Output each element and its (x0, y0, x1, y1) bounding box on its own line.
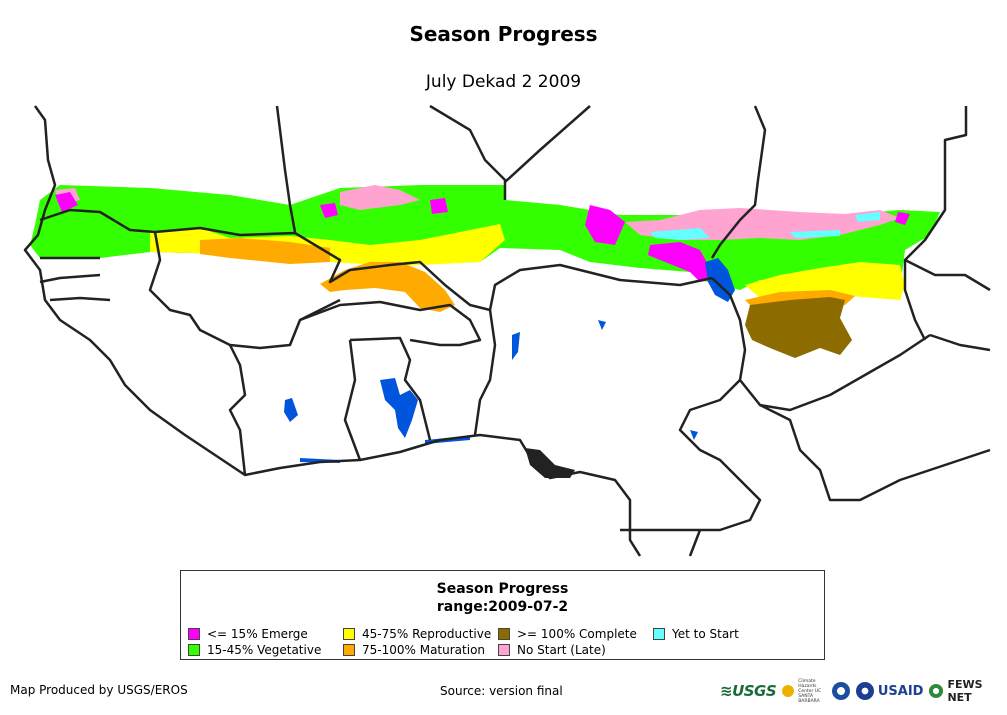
producer-credit: Map Produced by USGS/EROS (10, 683, 188, 697)
legend-item: 15-45% Vegetative (188, 642, 343, 657)
noaa-icon (831, 682, 850, 700)
legend-label: >= 100% Complete (517, 626, 637, 641)
legend-item: 75-100% Maturation (343, 642, 498, 657)
legend-swatch (343, 627, 355, 640)
region-maturation-2 (320, 262, 455, 312)
legend-label: Yet to Start (672, 626, 739, 641)
border-nigeria (473, 277, 931, 436)
border-north-2 (429, 104, 507, 200)
legend-label: 15-45% Vegetative (207, 642, 322, 657)
region-emerge-4 (895, 212, 910, 225)
legend-item: >= 100% Complete (498, 626, 653, 641)
region-complete (745, 297, 852, 358)
legend-swatch (188, 627, 200, 640)
region-reproductive-2 (745, 262, 905, 300)
usaid-logo: USAID (877, 683, 924, 699)
legend-swatch (498, 643, 510, 656)
border-central (620, 379, 991, 557)
usaid-seal-icon (855, 682, 874, 700)
legend-swatch (188, 643, 200, 656)
coastal-islands (525, 448, 575, 478)
region-reproductive-1 (150, 224, 505, 266)
border-east (904, 258, 991, 352)
border-senegal (39, 256, 111, 302)
border-north-1 (275, 105, 297, 233)
legend-label: 75-100% Maturation (362, 642, 486, 657)
border-ghana (343, 336, 432, 461)
chc-drop-icon (782, 685, 795, 697)
season-bands (30, 185, 940, 358)
legend-swatch (653, 627, 665, 640)
border-north-3 (504, 105, 591, 183)
legend-range: range:2009-07-2 (436, 599, 569, 615)
border-sahel (39, 208, 713, 312)
legend-label: No Start (Late) (517, 642, 606, 657)
region-no-start-2 (340, 185, 420, 210)
region-maturation-1 (200, 238, 330, 264)
region-yet-to-start (650, 212, 880, 240)
source-note: Source: version final (440, 684, 563, 698)
lake-kossou (284, 398, 298, 422)
coastline (23, 105, 642, 557)
region-emerge-5 (320, 198, 448, 218)
legend-item: Yet to Start (653, 626, 793, 641)
map-subtitle: July Dekad 2 2009 (425, 72, 582, 92)
border-burkina (299, 300, 482, 347)
border-north-5 (903, 106, 968, 341)
legend-swatch (343, 643, 355, 656)
lake-volta (380, 378, 418, 438)
legend-items: <= 15% Emerge 45-75% Reproductive >= 100… (188, 626, 818, 657)
chc-logo: Climate Hazards Center UC SANTA BARBARA (798, 678, 822, 704)
legend-item: <= 15% Emerge (188, 626, 343, 641)
legend-label: 45-75% Reproductive (362, 626, 492, 641)
map-title: Season Progress (409, 22, 598, 46)
border-north-4 (710, 105, 767, 259)
partner-logos: ≋USGS Climate Hazards Center UC SANTA BA… (720, 678, 1002, 704)
region-emerge-1 (585, 205, 625, 245)
region-emerge-3 (55, 192, 78, 212)
legend-label: <= 15% Emerge (207, 626, 308, 641)
season-progress-map (23, 104, 991, 557)
fews-net-logo: FEWS NET (947, 678, 983, 704)
legend-item: No Start (Late) (498, 642, 653, 657)
legend-item: 45-75% Reproductive (343, 626, 498, 641)
usgs-logo: ≋USGS (720, 682, 777, 700)
border-west (148, 231, 341, 476)
reservoir-east (512, 320, 698, 440)
legend-box: Season Progress range:2009-07-2 <= 15% E… (180, 570, 825, 660)
fews-globe-icon (929, 684, 944, 698)
legend-swatch (498, 627, 510, 640)
region-emerge-2 (648, 242, 720, 282)
legend-title: Season Progress (436, 581, 569, 597)
niger-delta (525, 448, 575, 478)
